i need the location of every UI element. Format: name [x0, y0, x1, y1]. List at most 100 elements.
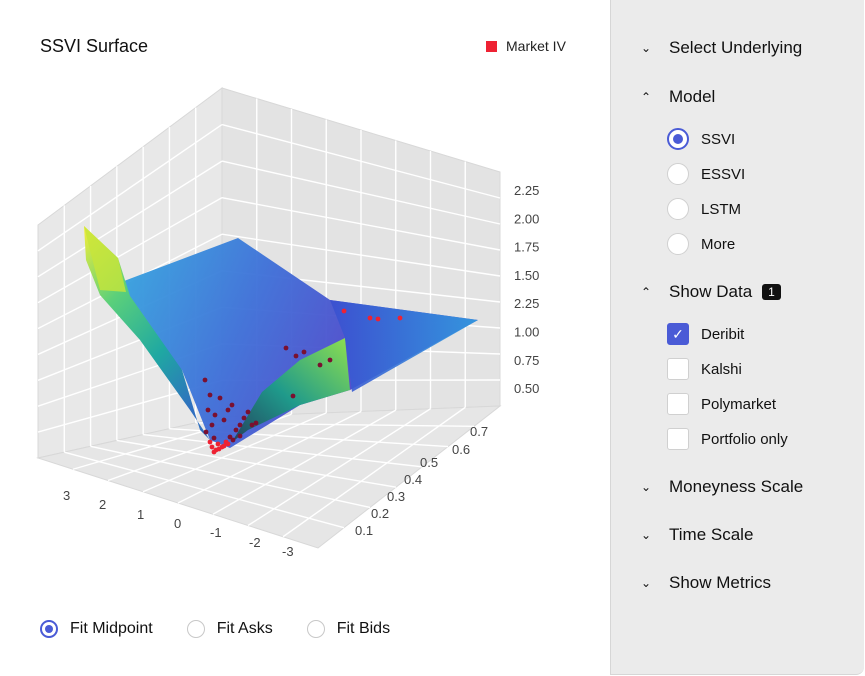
model-label: LSTM [701, 200, 742, 218]
y-tick-label: 0.7 [470, 424, 488, 439]
market-iv-point [253, 420, 259, 426]
market-iv-point [301, 349, 307, 355]
fit-asks-label: Fit Asks [216, 620, 273, 637]
y-tick-label: 0.3 [387, 489, 405, 504]
check-icon[interactable]: ✓ [667, 323, 689, 345]
market-iv-point [229, 402, 235, 408]
fit-bids-label: Fit Bids [336, 620, 391, 637]
z-tick-label: 1.00 [514, 325, 539, 340]
data-label: Deribit [701, 325, 745, 343]
market-iv-point [230, 437, 236, 443]
count-badge: 1 [762, 284, 781, 300]
z-tick-label: 1.50 [514, 268, 539, 283]
market-iv-point [225, 407, 231, 413]
model-radio[interactable] [667, 128, 689, 150]
market-iv-point [203, 429, 209, 435]
market-iv-point [293, 353, 299, 359]
model-option-more[interactable]: More [667, 233, 735, 255]
data-label: Kalshi [701, 360, 742, 378]
market-iv-point [207, 439, 213, 445]
model-radio[interactable] [667, 198, 689, 220]
fit-bids-radio[interactable] [306, 620, 325, 638]
section-select-underlying[interactable]: ⌄ Select Underlying [639, 38, 802, 58]
surface-right-lip [330, 300, 478, 392]
market-iv-points [202, 308, 403, 455]
checkbox[interactable] [667, 358, 689, 380]
market-iv-point [367, 315, 373, 321]
z-tick-label: 2.00 [514, 211, 539, 226]
checkbox[interactable] [667, 428, 689, 450]
x-tick-label: -1 [210, 525, 222, 540]
market-iv-point [202, 377, 208, 383]
market-iv-point [327, 357, 333, 363]
data-option-portfolio-only[interactable]: Portfolio only [667, 428, 788, 450]
section-show-metrics[interactable]: ⌄ Show Metrics [639, 573, 771, 593]
x-tick-label: 2 [99, 497, 106, 512]
fit-bids-option[interactable]: Fit Bids [306, 620, 391, 638]
legend-swatch [486, 40, 497, 52]
section-label: Moneyness Scale [669, 477, 804, 496]
model-option-ssvi[interactable]: SSVI [667, 128, 735, 150]
z-tick-label: 2.25 [514, 296, 539, 311]
x-tick-label: -3 [282, 544, 294, 559]
chevron-down-icon: ⌄ [640, 480, 652, 494]
fit-midpoint-option[interactable]: Fit Midpoint [40, 620, 153, 638]
market-iv-point [233, 427, 239, 433]
chart-area: 2.25 2.00 1.75 1.50 2.25 1.00 0.75 0.50 3 2 1 0 -1 -2… [0, 0, 608, 676]
market-iv-point [209, 444, 215, 450]
y-tick-label: 0.1 [355, 523, 373, 538]
fit-asks-option[interactable]: Fit Asks [186, 620, 273, 638]
fit-midpoint-radio[interactable] [40, 620, 58, 638]
checkbox[interactable] [667, 393, 689, 415]
market-iv-point [283, 345, 289, 351]
section-moneyness-scale[interactable]: ⌄ Moneyness Scale [639, 477, 803, 497]
data-option-polymarket[interactable]: Polymarket [667, 393, 776, 415]
data-option-deribit[interactable]: ✓ Deribit [667, 323, 744, 345]
section-label: Show Data [669, 282, 753, 301]
market-iv-point [341, 308, 347, 314]
section-label: Time Scale [669, 525, 754, 544]
section-label: Model [669, 87, 716, 106]
surface-body [100, 238, 478, 448]
legend: Market IV [486, 38, 566, 54]
market-iv-point [221, 417, 227, 423]
market-iv-point [227, 434, 233, 440]
x-tick-label: 3 [63, 488, 70, 503]
chevron-down-icon: ⌄ [640, 41, 652, 55]
market-iv-point [221, 443, 227, 449]
y-tick-label: 0.6 [452, 442, 470, 457]
section-label: Show Metrics [669, 573, 772, 592]
y-tick-label: 0.2 [371, 506, 389, 521]
y-tick-label: 0.5 [420, 455, 438, 470]
data-option-kalshi[interactable]: Kalshi [667, 358, 742, 380]
market-iv-point [211, 435, 217, 441]
market-iv-point [225, 441, 231, 447]
market-iv-point [290, 393, 296, 399]
legend-label: Market IV [506, 38, 566, 54]
chevron-down-icon: ⌄ [640, 528, 652, 542]
model-option-lstm[interactable]: LSTM [667, 198, 741, 220]
fit-options: Fit Midpoint Fit Asks Fit Bids [40, 620, 424, 638]
market-iv-point [217, 395, 223, 401]
surface-plot[interactable]: 2.25 2.00 1.75 1.50 2.25 1.00 0.75 0.50 3 2 1 0 -1 -2… [0, 0, 608, 676]
market-iv-point [212, 412, 218, 418]
x-tick-label: -2 [249, 535, 261, 550]
model-label: ESSVI [701, 165, 746, 183]
model-option-essvi[interactable]: ESSVI [667, 163, 745, 185]
z-tick-label: 0.75 [514, 353, 539, 368]
model-radio[interactable] [667, 163, 689, 185]
model-label: More [701, 235, 736, 253]
market-iv-point [245, 409, 251, 415]
section-label: Select Underlying [669, 38, 803, 57]
market-iv-point [317, 362, 323, 368]
section-time-scale[interactable]: ⌄ Time Scale [639, 525, 753, 545]
fit-asks-radio[interactable] [186, 620, 205, 638]
market-iv-point [209, 422, 215, 428]
sidebar: ⌄ Select Underlying ⌃ Model SSVI ESSVI L… [610, 0, 864, 675]
chevron-down-icon: ⌄ [640, 576, 652, 590]
market-iv-point [237, 433, 243, 439]
z-tick-label: 1.75 [514, 240, 539, 255]
section-model[interactable]: ⌃ Model [639, 87, 715, 107]
model-radio[interactable] [667, 233, 689, 255]
section-show-data[interactable]: ⌃ Show Data 1 [639, 282, 781, 302]
